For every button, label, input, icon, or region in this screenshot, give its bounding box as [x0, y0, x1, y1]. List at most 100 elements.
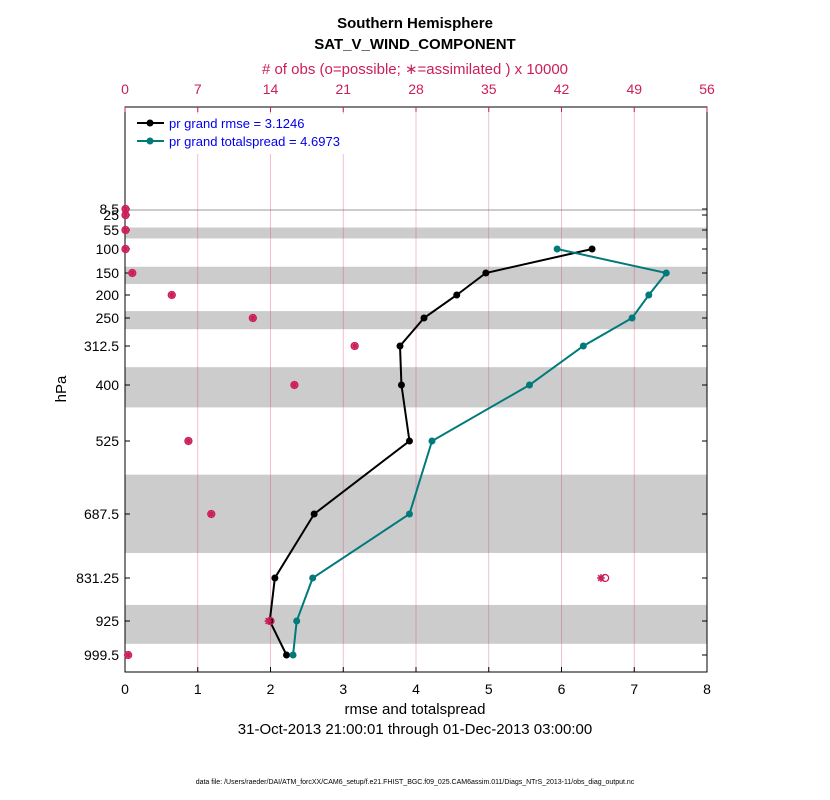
y-tick-label-5: 200 — [96, 287, 120, 303]
series-0-point-0 — [588, 245, 596, 253]
series-0-point-5 — [397, 381, 405, 389]
obs-assimilated-2 — [121, 226, 130, 234]
x-axis-label: rmse and totalspread — [345, 701, 486, 718]
obs-assimilated-3 — [121, 245, 130, 253]
y-tick-label-11: 831.25 — [76, 570, 119, 586]
series-line-0 — [268, 248, 593, 656]
top-tick-label-4: 28 — [408, 81, 424, 97]
y-tick-label-7: 312.5 — [84, 338, 119, 354]
y-tick-label-10: 687.5 — [84, 506, 119, 522]
bottom-tick-label-8: 8 — [703, 681, 711, 697]
obs-assimilated-12-stroke-3 — [265, 617, 272, 625]
obs-assimilated-8-stroke-3 — [290, 381, 298, 389]
bottom-tick-label-4: 4 — [412, 681, 420, 697]
obs-assimilated-0-stroke-3 — [122, 205, 129, 213]
y-tick-label-13: 999.5 — [84, 647, 119, 663]
top-tick-label-8: 56 — [699, 81, 715, 97]
obs-assimilated-4-stroke-3 — [128, 269, 136, 277]
top-tick-label-3: 21 — [335, 81, 351, 97]
obs-assimilated-10-stroke-3 — [207, 510, 215, 518]
grid-lines — [197, 107, 635, 672]
series-1-point-7 — [405, 510, 413, 518]
y-tick-label-0: 8.5 — [100, 201, 120, 217]
y-tick-label-3: 100 — [96, 241, 120, 257]
obs-assimilated-6-stroke-3 — [249, 314, 257, 322]
legend-spread-label: pr grand totalspread = 4.6973 — [169, 134, 340, 149]
obs-count-markers — [121, 204, 610, 660]
obs-assimilated-5 — [167, 291, 176, 299]
series-1-point-3 — [628, 314, 636, 322]
top-tick-label-6: 42 — [554, 81, 570, 97]
top-tick-label-5: 35 — [481, 81, 497, 97]
chart-title: Southern Hemisphere — [337, 15, 493, 32]
data-file-footer: data file: /Users/raeder/DAI/ATM_forcXX/… — [196, 779, 635, 786]
top-tick-label-0: 0 — [121, 81, 129, 97]
series-0-point-3 — [420, 314, 428, 322]
bottom-tick-label-2: 2 — [267, 681, 275, 697]
legend: pr grand rmse = 3.1246 pr grand totalspr… — [133, 114, 371, 154]
shaded-band-2 — [125, 266, 707, 284]
shaded-band-5 — [125, 474, 707, 553]
y-tick-label-1: 25 — [103, 207, 119, 223]
legend-box — [133, 114, 371, 154]
bottom-tick-label-5: 5 — [485, 681, 493, 697]
obs-assimilated-12 — [264, 617, 273, 625]
top-tick-label-1: 7 — [194, 81, 202, 97]
y-tick-label-4: 150 — [96, 265, 120, 281]
y-tick-label-2: 55 — [103, 222, 119, 238]
series-1-point-8 — [309, 574, 317, 582]
tick-marks — [124, 107, 708, 672]
legend-rmse-marker — [146, 119, 154, 127]
legend-spread-marker — [146, 137, 154, 145]
obs-assimilated-10 — [207, 510, 216, 518]
shaded-band-1 — [125, 227, 707, 239]
series-0-point-4 — [396, 342, 404, 350]
y-tick-label-6: 250 — [96, 310, 120, 326]
obs-assimilated-7 — [350, 342, 359, 350]
series-1-point-2 — [645, 291, 653, 299]
series-1-point-5 — [525, 381, 533, 389]
obs-assimilated-1-stroke-3 — [122, 211, 129, 219]
bottom-tick-label-7: 7 — [630, 681, 638, 697]
top-tick-labels: 0 7 14 21 28 35 42 49 56 — [121, 81, 715, 97]
obs-assimilated-9-stroke-3 — [184, 437, 192, 445]
obs-assimilated-3-stroke-3 — [122, 245, 129, 253]
series-1-point-4 — [579, 342, 587, 350]
obs-assimilated-11-stroke-3 — [597, 574, 605, 582]
series-0-point-7 — [310, 510, 318, 518]
obs-assimilated-8 — [290, 381, 299, 389]
top-axis-label: # of obs (o=possible; ∗=assimilated ) x … — [262, 61, 568, 78]
obs-assimilated-7-stroke-3 — [351, 342, 359, 350]
series-1-point-6 — [428, 437, 436, 445]
shaded-band-4 — [125, 367, 707, 408]
bottom-tick-label-6: 6 — [558, 681, 566, 697]
date-range: 31-Oct-2013 21:00:01 through 01-Dec-2013… — [238, 721, 592, 738]
obs-assimilated-6 — [249, 314, 257, 322]
bottom-tick-label-1: 1 — [194, 681, 202, 697]
series-0-point-1 — [482, 269, 490, 277]
obs-assimilated-4 — [128, 269, 137, 277]
series-line-1 — [292, 248, 669, 656]
bottom-tick-labels: 0 1 2 3 4 5 6 7 8 — [121, 681, 711, 697]
obs-assimilated-13 — [124, 651, 132, 659]
series-0-point-6 — [405, 437, 413, 445]
legend-rmse-label: pr grand rmse = 3.1246 — [169, 116, 305, 131]
obs-assimilated-5-stroke-3 — [168, 291, 176, 299]
series-0-point-8 — [271, 574, 279, 582]
obs-assimilated-9 — [184, 437, 193, 445]
shaded-band-0 — [125, 209, 707, 211]
obs-assimilated-1 — [121, 211, 130, 219]
shaded-level-bands — [125, 209, 707, 644]
series-lines — [266, 245, 670, 659]
obs-assimilated-11 — [597, 574, 605, 582]
top-tick-label-7: 49 — [626, 81, 642, 97]
y-tick-label-9: 525 — [96, 433, 120, 449]
obs-assimilated-13-stroke-3 — [124, 651, 132, 659]
series-1-point-0 — [553, 245, 561, 253]
y-tick-label-8: 400 — [96, 377, 120, 393]
bottom-tick-label-3: 3 — [339, 681, 347, 697]
y-tick-label-12: 925 — [96, 613, 120, 629]
shaded-band-3 — [125, 311, 707, 330]
